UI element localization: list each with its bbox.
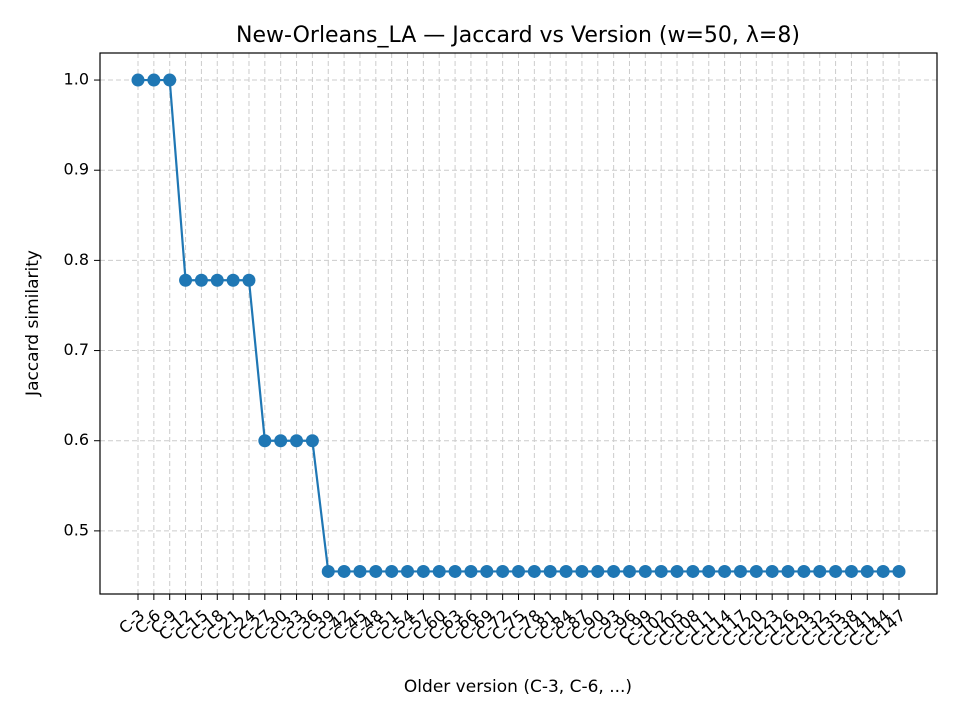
data-point xyxy=(337,564,351,578)
data-point xyxy=(432,564,446,578)
data-point xyxy=(813,564,827,578)
data-point xyxy=(131,73,145,87)
data-point xyxy=(527,564,541,578)
data-point xyxy=(448,564,462,578)
y-tick-label: 0.9 xyxy=(64,160,89,179)
data-point xyxy=(464,564,478,578)
data-point xyxy=(749,564,763,578)
data-point xyxy=(274,434,288,448)
data-point xyxy=(829,564,843,578)
data-point xyxy=(797,564,811,578)
data-point xyxy=(321,564,335,578)
data-point xyxy=(543,564,557,578)
x-axis-label: Older version (C-3, C-6, ...) xyxy=(404,677,632,697)
data-point xyxy=(210,273,224,287)
data-point xyxy=(496,564,510,578)
data-point xyxy=(670,564,684,578)
data-point xyxy=(305,434,319,448)
data-point xyxy=(163,73,177,87)
x-axis-ticks: C-3C-6C-9C-12C-15C-18C-21C-24C-27C-30C-3… xyxy=(115,594,909,651)
data-point xyxy=(718,564,732,578)
y-tick-label: 1.0 xyxy=(64,70,89,89)
data-point xyxy=(607,564,621,578)
data-point xyxy=(179,273,193,287)
data-point xyxy=(353,564,367,578)
series-layer xyxy=(131,73,906,578)
data-point xyxy=(290,434,304,448)
data-point xyxy=(401,564,415,578)
y-axis-ticks: 0.5 0.6 0.7 0.8 0.9 1.0 xyxy=(64,70,100,539)
data-point xyxy=(480,564,494,578)
chart-title: New-Orleans_LA — Jaccard vs Version (w=5… xyxy=(236,23,800,48)
data-point xyxy=(622,564,636,578)
data-point xyxy=(638,564,652,578)
data-point xyxy=(575,564,589,578)
data-point xyxy=(147,73,161,87)
y-tick-label: 0.8 xyxy=(64,250,89,269)
data-point xyxy=(654,564,668,578)
data-point xyxy=(194,273,208,287)
data-point xyxy=(781,564,795,578)
data-point xyxy=(369,564,383,578)
data-point xyxy=(591,564,605,578)
data-point xyxy=(385,564,399,578)
data-point xyxy=(892,564,906,578)
grid-layer xyxy=(100,53,937,594)
y-axis-label: Jaccard similarity xyxy=(23,250,43,397)
data-point xyxy=(226,273,240,287)
y-tick-label: 0.6 xyxy=(64,430,89,449)
data-point xyxy=(512,564,525,578)
data-point xyxy=(765,564,779,578)
data-point xyxy=(258,434,272,448)
data-point xyxy=(702,564,716,578)
data-point xyxy=(733,564,747,578)
data-point xyxy=(876,564,890,578)
data-point xyxy=(686,564,700,578)
data-point xyxy=(844,564,858,578)
y-tick-label: 0.5 xyxy=(64,520,89,539)
data-point xyxy=(559,564,573,578)
y-tick-label: 0.7 xyxy=(64,340,89,359)
data-point xyxy=(860,564,874,578)
data-point xyxy=(416,564,430,578)
data-point xyxy=(242,273,256,287)
